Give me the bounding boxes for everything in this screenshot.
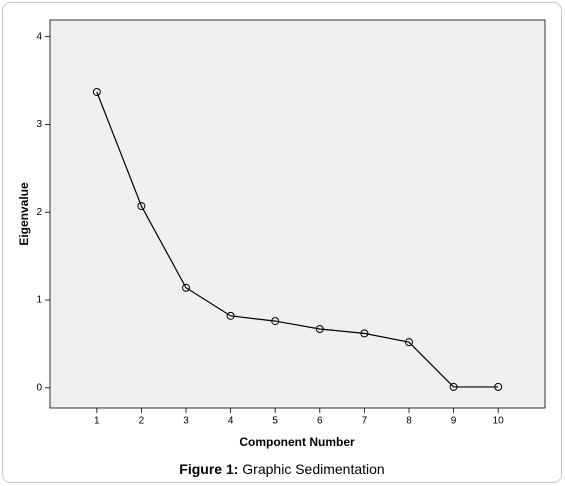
- caption-text: Graphic Sedimentation: [242, 461, 384, 477]
- marker: [360, 329, 369, 338]
- marker: [315, 324, 324, 333]
- y-tick-label: 1: [36, 295, 42, 306]
- x-tick-label: 9: [451, 416, 457, 427]
- plot-area: [49, 19, 546, 409]
- marker: [404, 338, 413, 347]
- marker: [182, 283, 191, 292]
- marker: [92, 87, 101, 96]
- y-axis-title: Eigenvalue: [17, 182, 31, 246]
- y-tick-label: 0: [36, 382, 42, 393]
- x-tick-label: 3: [183, 416, 189, 427]
- x-tick-label: 8: [406, 416, 412, 427]
- x-tick-label: 7: [362, 416, 368, 427]
- marker: [137, 202, 146, 211]
- y-tick-label: 3: [36, 119, 42, 130]
- x-axis-title: Component Number: [239, 435, 355, 449]
- y-tick-label: 4: [36, 31, 42, 42]
- x-tick-label: 6: [317, 416, 323, 427]
- marker: [449, 382, 458, 391]
- caption: Figure 1: Graphic Sedimentation: [179, 461, 384, 477]
- x-tick-label: 4: [228, 416, 234, 427]
- marker: [271, 317, 280, 326]
- marker: [226, 311, 235, 320]
- marker: [494, 382, 503, 391]
- x-tick-label: 5: [272, 416, 278, 427]
- x-tick-label: 10: [493, 416, 505, 427]
- y-tick-label: 2: [36, 207, 42, 218]
- x-tick-label: 1: [94, 416, 100, 427]
- caption-label: Figure 1:: [179, 461, 238, 477]
- line: [96, 91, 499, 388]
- x-tick-label: 2: [139, 416, 145, 427]
